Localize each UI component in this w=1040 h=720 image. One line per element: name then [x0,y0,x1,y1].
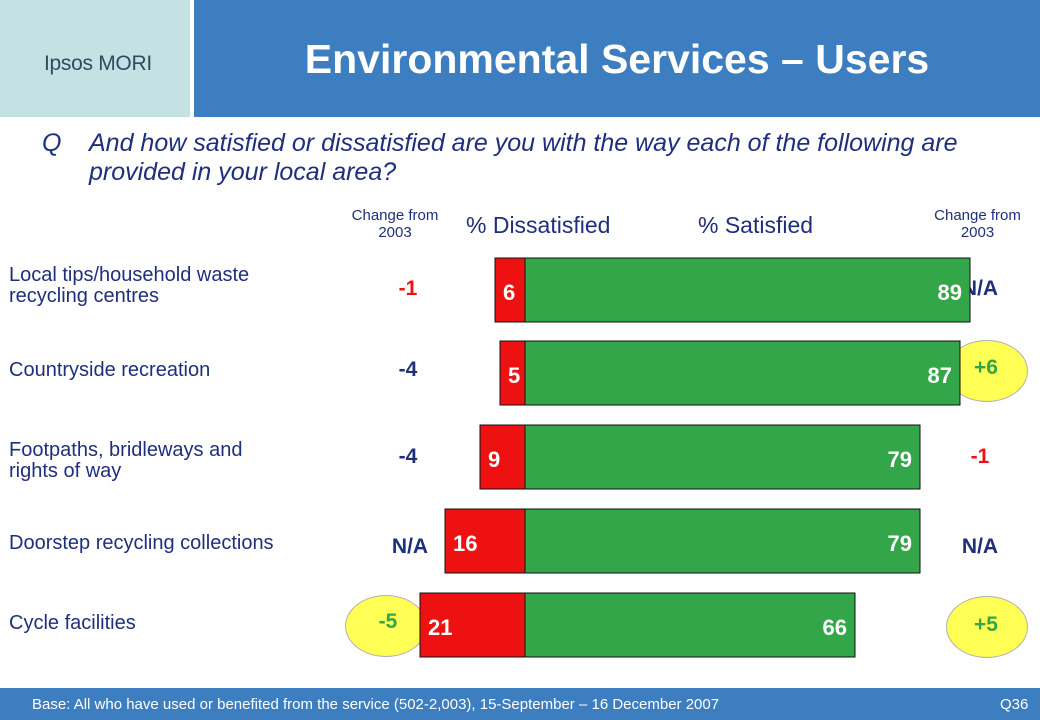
data-label-dissatisfied: 21 [428,615,452,640]
bar-dissatisfied [494,257,526,323]
change-satisfied-value: +6 [974,356,998,379]
category-label-line1: Doorstep recycling collections [9,532,274,554]
category-label-line1: Local tips/household waste [9,264,250,286]
bar-satisfied [524,508,921,574]
bar-satisfied [524,424,921,490]
change-left-header-line2: 2003 [378,224,412,241]
change-satisfied-value: -1 [970,445,990,468]
data-label-dissatisfied: 6 [503,280,515,305]
change-dissatisfied-value: -4 [398,358,418,381]
category-label-line1: Footpaths, bridleways and [9,439,243,461]
satisfied-header: % Satisfied [698,212,814,238]
ipsos-mori-logo: Ipsos MORI [44,52,152,75]
page-title: Environmental Services – Users [304,36,930,82]
question-number: Q36 [1000,696,1029,713]
bar-dissatisfied [479,424,526,490]
bar-satisfied [524,592,856,658]
bar-dissatisfied [444,508,526,574]
change-right-header-line2: 2003 [960,224,995,241]
category-label-countryside: Countryside recreation [9,360,369,381]
change-satisfied-value: +5 [974,613,998,636]
data-label-satisfied: 66 [823,615,847,640]
change-dissatisfied-value: -5 [378,610,398,633]
change-right-header: Change from 2003 [915,207,1040,241]
category-label-line1: Countryside recreation [9,359,211,381]
change-satisfied-value: N/A [961,277,999,300]
change-dissatisfied-value: -4 [398,445,418,468]
data-label-satisfied: 79 [888,531,912,556]
category-label-cycle: Cycle facilities [9,613,369,634]
question-text: And how satisfied or dissatisfied are yo… [89,129,958,186]
data-label-dissatisfied: 5 [508,363,520,388]
category-label-footpaths: Footpaths, bridleways and rights of way [9,440,369,482]
category-label-doorstep: Doorstep recycling collections [9,533,369,554]
data-label-dissatisfied: 16 [453,531,477,556]
change-left-header: Change from 2003 [330,207,460,241]
dissatisfied-header: % Dissatisfied [466,212,611,238]
change-right-header-line1: Change from [934,207,1021,224]
data-label-satisfied: 79 [888,447,912,472]
bar-satisfied [524,257,971,323]
data-label-dissatisfied: 9 [488,447,500,472]
category-label-line2: rights of way [9,460,122,482]
bar-satisfied [524,340,961,406]
category-label-line2: recycling centres [9,285,160,307]
change-dissatisfied-value: N/A [391,535,429,558]
highlight-bubble-cycle-satisfied [946,596,1028,658]
highlight-bubble-cycle-dissatisfied [345,595,427,657]
footer-bar: Base: All who have used or benefited fro… [0,688,1040,720]
diverging-bar-chart: 6 89 5 87 9 79 16 79 21 66 [419,257,971,658]
data-label-satisfied: 89 [938,280,962,305]
base-note: Base: All who have used or benefited fro… [32,696,720,713]
change-satisfied-value: N/A [961,535,999,558]
category-label-line1: Cycle facilities [9,612,136,634]
data-label-satisfied: 87 [928,363,952,388]
bar-dissatisfied [419,592,526,658]
change-left-header-line1: Change from [351,207,439,224]
change-dissatisfied-value: -1 [398,277,418,300]
category-label-tips: Local tips/household waste recycling cen… [9,265,369,307]
bar-dissatisfied [499,340,526,406]
question-letter: Q [42,129,62,157]
title-bar: Environmental Services – Users [194,0,1040,117]
logo-panel: Ipsos MORI [0,0,190,117]
